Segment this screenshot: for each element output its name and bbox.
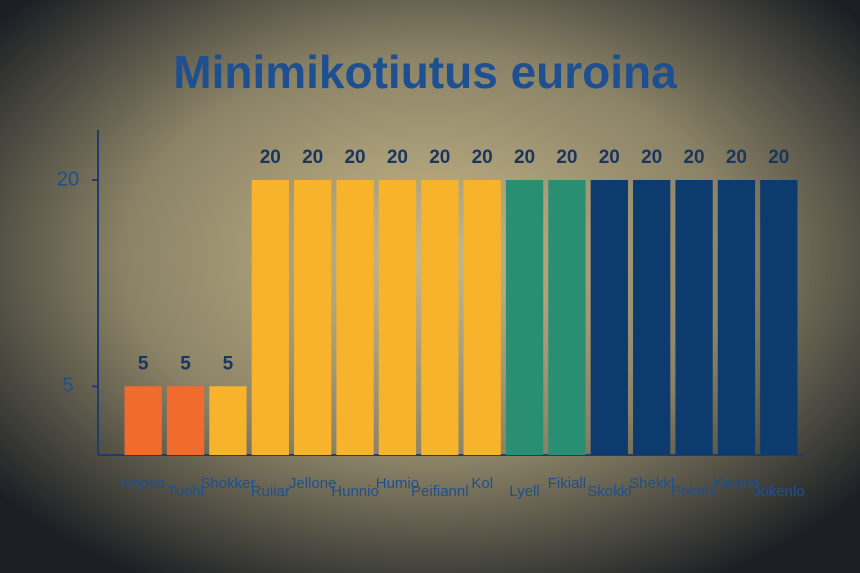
value-label: 20 (387, 147, 408, 168)
y-tick-label: 5 (62, 375, 73, 397)
bar (675, 180, 713, 455)
value-label: 20 (768, 147, 789, 168)
value-label: 20 (302, 147, 323, 168)
value-label: 20 (429, 147, 450, 168)
bar (251, 180, 289, 455)
bar (336, 180, 374, 455)
x-tick-label: Shokker (200, 475, 255, 492)
x-tick-label: Fikiall (548, 475, 586, 492)
bar (294, 180, 332, 455)
value-label: 20 (726, 147, 747, 168)
value-label: 5 (138, 353, 149, 374)
value-label: 5 (180, 353, 191, 374)
x-tick-label: Tuohl (167, 483, 204, 500)
x-tick-label: Jokenlo (753, 483, 805, 500)
y-tick-label: 20 (57, 168, 79, 190)
x-tick-label: Skokkl (587, 483, 631, 500)
value-label: 20 (599, 147, 620, 168)
value-label: 5 (223, 353, 234, 374)
x-tick-label: Humio (376, 475, 419, 492)
value-label: 20 (514, 147, 535, 168)
bar (378, 180, 417, 455)
bar (633, 180, 671, 455)
value-label: 20 (472, 147, 493, 168)
chart-title: Minimikotiutus euroina (173, 46, 677, 98)
x-tick-label: Kiuune (713, 475, 760, 492)
bar (548, 180, 586, 455)
x-tick-label: Lyell (509, 483, 539, 500)
bar (166, 386, 205, 455)
x-tick-label: Kol (471, 475, 493, 492)
value-label: 20 (641, 147, 662, 168)
x-tick-label: Poinml (671, 483, 717, 500)
x-tick-label: Peifiannl (411, 483, 469, 500)
bar (760, 180, 798, 455)
value-label: 20 (260, 147, 281, 168)
x-tick-label: Shekkl (629, 475, 674, 492)
x-tick-label: Jellone (289, 475, 337, 492)
bar (590, 180, 628, 455)
bar (421, 180, 459, 455)
bar (209, 386, 247, 455)
value-label: 20 (683, 147, 704, 168)
x-tick-label: Hunnio (331, 483, 379, 500)
value-label: 20 (556, 147, 577, 168)
x-tick-label: Ruiiar (251, 483, 290, 500)
value-label: 20 (344, 147, 365, 168)
bar (717, 180, 756, 455)
x-tick-label: Nopoa (121, 475, 166, 492)
bar (463, 180, 501, 455)
bar (124, 386, 162, 455)
bar (505, 180, 544, 455)
